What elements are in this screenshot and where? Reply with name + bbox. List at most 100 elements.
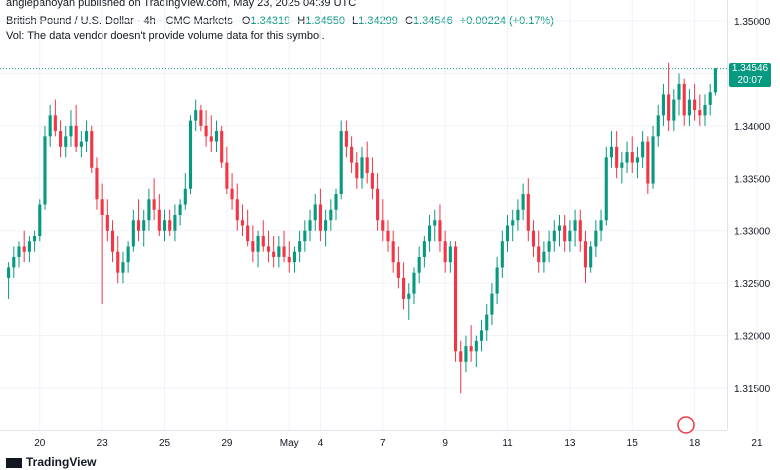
footer-brand[interactable]: TradingView <box>6 455 96 469</box>
candle-body <box>417 256 421 273</box>
x-tick-label: 15 <box>627 438 639 449</box>
x-tick-label: 9 <box>442 438 448 449</box>
candle-body <box>620 162 624 168</box>
candle-body <box>573 220 577 231</box>
candle-body <box>230 188 234 200</box>
price-axis[interactable] <box>727 0 780 430</box>
candle-body <box>438 220 442 242</box>
candle-body <box>142 220 146 231</box>
candle-body <box>220 131 224 163</box>
candle-body <box>74 125 78 147</box>
publish-caption: anglepanoyan published on TradingView.co… <box>6 0 357 9</box>
candle-body <box>48 115 52 137</box>
candle-body <box>422 241 426 257</box>
candle-body <box>453 246 458 352</box>
candle-body <box>214 131 219 142</box>
y-tick-label: 1.35000 <box>734 17 771 28</box>
candle-body <box>578 220 582 242</box>
candle-body <box>256 235 260 252</box>
candle-body <box>53 115 57 132</box>
candle-body <box>433 220 437 226</box>
candle-body <box>386 230 390 242</box>
candle-body <box>235 199 239 221</box>
candle-body <box>136 220 141 231</box>
candle-body <box>318 204 322 231</box>
y-tick-label: 1.31500 <box>734 384 771 395</box>
candle-body <box>428 225 432 242</box>
candle-body <box>79 141 83 147</box>
tradingview-logo-icon <box>6 457 22 468</box>
candle-body <box>505 225 510 242</box>
candle-body <box>474 340 478 352</box>
candle-body <box>443 241 447 263</box>
candle-body <box>667 94 671 121</box>
candle-body <box>625 152 629 163</box>
candle-body <box>646 141 650 184</box>
candle-body <box>38 204 42 236</box>
candle-body <box>246 225 250 242</box>
bar-countdown: 20:07 <box>737 74 763 86</box>
candle-body <box>64 136 68 147</box>
candle-body <box>698 110 702 116</box>
candle-body <box>178 204 182 215</box>
candle-body <box>157 209 161 231</box>
candle-body <box>324 220 328 231</box>
candle-body <box>693 99 697 111</box>
candle-body <box>407 293 411 299</box>
candle-body <box>90 131 94 168</box>
candle-body <box>240 220 245 226</box>
candle-body <box>542 251 546 263</box>
candle-body <box>147 199 151 221</box>
candle-body <box>298 241 302 252</box>
last-price-value: 1.34546 <box>731 62 769 74</box>
candle-body <box>162 220 167 231</box>
candle-body <box>287 256 291 263</box>
candle-body <box>105 215 109 231</box>
x-tick-label: 13 <box>564 438 576 449</box>
x-tick-label: May <box>280 438 299 449</box>
candle-body <box>209 136 213 142</box>
last-price-tag: 1.34546 20:07 <box>729 62 771 87</box>
candle-body <box>360 157 364 179</box>
candle-body <box>635 157 640 163</box>
candle-body <box>313 204 317 221</box>
candle-body <box>677 83 681 100</box>
x-tick-label: 23 <box>97 438 109 449</box>
candle-body <box>412 272 416 294</box>
candle-body <box>396 262 400 278</box>
candle-body <box>329 209 333 221</box>
candle-body <box>526 194 530 231</box>
flag-icon[interactable] <box>677 416 695 434</box>
candle-body <box>84 131 89 142</box>
candle-body <box>531 230 536 247</box>
candle-body <box>376 188 380 221</box>
candle-body <box>516 209 520 221</box>
time-axis[interactable] <box>0 430 727 449</box>
candle-body <box>547 241 551 252</box>
candle-body <box>59 131 63 147</box>
x-tick-label: 4 <box>318 438 324 449</box>
candle-body <box>448 246 452 263</box>
candle-body <box>7 267 11 278</box>
candle-body <box>33 235 37 242</box>
candle-body <box>152 199 156 210</box>
candle-body <box>204 125 208 137</box>
candle-body <box>500 241 504 268</box>
candle-body <box>563 225 567 242</box>
candle-body <box>557 225 562 231</box>
candle-body <box>303 230 307 242</box>
candle-body <box>511 220 515 226</box>
candlestick-chart[interactable]: 1.31500 1.32000 1.32500 1.33000 1.33500 1.340… <box>0 0 780 450</box>
candle-body <box>308 220 312 231</box>
candle-body <box>537 246 541 263</box>
candle-body <box>485 314 489 331</box>
candle-body <box>552 230 556 242</box>
candle-body <box>568 230 572 242</box>
candle-body <box>17 246 21 257</box>
x-tick-label: 25 <box>159 438 171 449</box>
x-tick-label: 11 <box>502 438 513 449</box>
candle-body <box>630 152 634 163</box>
candle-body <box>599 220 603 231</box>
candle-body <box>402 277 406 299</box>
x-tick-label: 20 <box>34 438 46 449</box>
